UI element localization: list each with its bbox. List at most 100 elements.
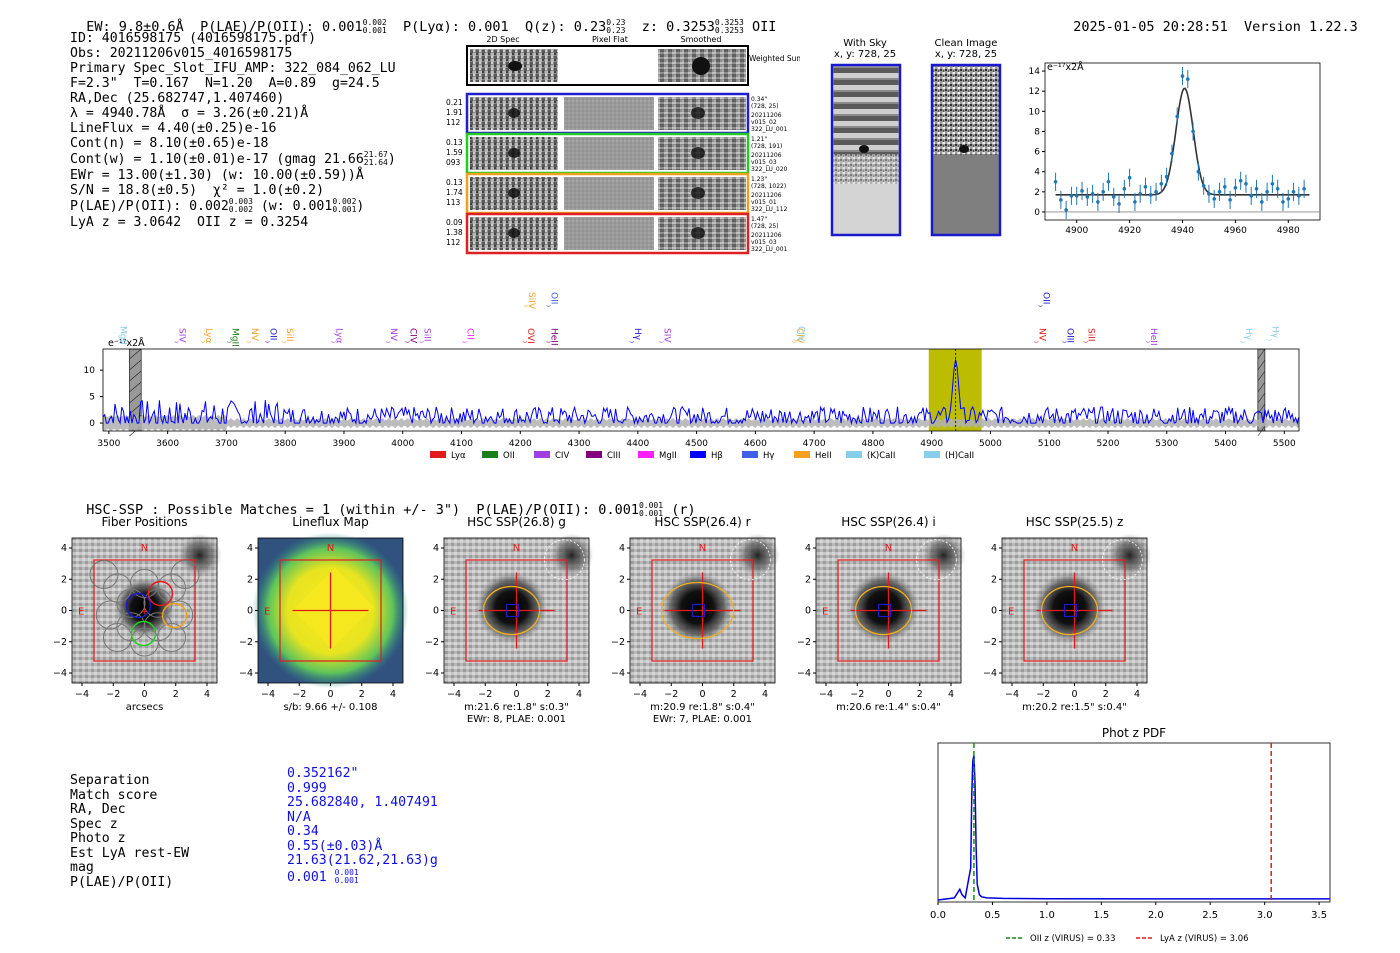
cutout-pixelflat <box>564 97 654 130</box>
hsc-title: HSC-SSP : Possible Matches = 1 (within +… <box>70 487 695 518</box>
imaging-panel: Lineflux Map N E −4 −2 0 2 4 4 2 0 −2 −4 s/b: 9.66 +/… <box>239 515 409 713</box>
spec-cutouts: 2D Spec Pixel Flat Smoothed Weighted Sum… <box>446 35 800 255</box>
cutout-row-stat-2: 1.38 <box>446 228 463 237</box>
spec-line-label: OII <box>268 328 278 340</box>
match-value-text: 21.63(21.62,21.63)g <box>287 853 438 868</box>
match-value: 25.682840, 1.407491 <box>287 795 438 811</box>
spec-line-label: OII <box>1040 292 1050 304</box>
east-label: E <box>822 607 828 618</box>
fit-data-point <box>1244 174 1248 193</box>
fit-ylabel: e⁻¹⁷x2Å <box>1047 61 1084 73</box>
fiber-circle <box>95 600 125 630</box>
panel-caption-2: EWr: 7, PLAE: 0.001 <box>653 714 752 725</box>
pointing-box <box>1063 603 1078 618</box>
fit-ytick-label: 14 <box>1029 67 1041 77</box>
fit-data-point <box>1201 176 1206 195</box>
spec-line-label: MgII <box>118 326 128 345</box>
spec-line-bracket: ⌣ <box>1145 337 1150 346</box>
clean-coords: x, y: 728, 25 <box>934 49 998 60</box>
panel-title: HSC SSP(26.4) r <box>654 515 750 529</box>
panel-ytick-label: −2 <box>425 637 439 648</box>
fit-data-point <box>1154 182 1158 201</box>
panel-title: Fiber Positions <box>101 515 187 529</box>
panel-ytick-label: 0 <box>619 606 625 617</box>
panel-ytick-label: 0 <box>61 606 67 617</box>
cutout-row-fiber: 112 <box>446 118 461 127</box>
panel-ytick-label: −2 <box>239 637 253 648</box>
match-value-text: 0.999 <box>287 780 327 796</box>
cutout-smoothed-source <box>691 227 705 239</box>
spec-line-label: SiII <box>284 328 294 342</box>
spec-legend-swatch <box>924 451 940 458</box>
fit-data-point <box>1059 190 1063 209</box>
panel-xtick-label: −4 <box>633 689 647 700</box>
fit-data-point <box>1254 179 1259 198</box>
spec-legend-swatch <box>586 451 602 458</box>
info-radec: RA,Dec (25.682747,1.407460) <box>70 91 285 106</box>
spec-line-label: OVI <box>525 328 535 344</box>
spec-ytick-label: 5 <box>89 393 95 403</box>
clean-header: Clean Image x, y: 728, 25 <box>920 38 1012 60</box>
spec-line-label: OII <box>548 292 558 304</box>
spec-legend-swatch <box>430 451 446 458</box>
neighbor-ellipse <box>915 539 957 581</box>
cutout-smoothed-source <box>691 187 705 199</box>
panel-ytick-label: −4 <box>425 668 439 679</box>
neighbor-ellipse <box>543 539 585 581</box>
panel-ytick-label: 2 <box>61 574 67 585</box>
fit-data-point <box>1096 192 1100 211</box>
fit-data-point <box>1291 182 1296 201</box>
spec-error-band <box>103 414 1299 432</box>
panel-caption: m:20.9 re:1.8" s:0.4" <box>650 702 755 713</box>
spec-frame <box>102 348 1300 432</box>
match-label: RA, Dec <box>70 802 126 817</box>
col-pixelflat-label: Pixel Flat <box>592 35 628 44</box>
spec-line-bracket: ⌣ <box>405 337 410 346</box>
info-lyaz: LyA z = 3.0642 OII z = 0.3254 <box>70 215 309 230</box>
panel-ytick-label: −4 <box>983 668 997 679</box>
panel-ytick-label: 2 <box>991 574 997 585</box>
panel-xtick-label: −4 <box>261 689 275 700</box>
spec-line-label: SIV <box>176 328 186 343</box>
fit-data-point <box>1207 184 1211 203</box>
cutout-row-shot: v015_01 <box>751 199 777 206</box>
spec-line-bracket: ⌣ <box>227 337 232 346</box>
info-params: F=2.3" T=0.167 N=1.20 A=0.89 g=24.5 <box>70 76 380 91</box>
fit-data-point <box>1265 182 1269 201</box>
neighbor-source <box>549 533 594 578</box>
panel-ytick-label: −4 <box>239 668 253 679</box>
match-plae-lo: 0.001 <box>334 875 359 885</box>
photz-xtick-label: 3.0 <box>1257 910 1273 921</box>
panel-caption: m:20.6 re:1.4" s:0.4" <box>836 702 941 713</box>
spec-line-label: HeII <box>1148 328 1158 346</box>
fit-data-point <box>1085 187 1090 206</box>
spec-line-bracket: ⌣ <box>546 337 551 346</box>
col-2dspec-label: 2D Spec <box>486 35 519 44</box>
neighbor-ellipse <box>1101 539 1143 581</box>
fit-data-point <box>1233 178 1238 197</box>
panel-ytick-label: 2 <box>247 574 253 585</box>
spec-legend-swatch <box>742 451 758 458</box>
panel-xtick-label: 4 <box>1134 689 1140 700</box>
spec-line-label: SiII <box>422 328 432 342</box>
spec-ylabel: e⁻¹⁷x2Å <box>108 337 145 349</box>
spec-legend-label: Hγ <box>763 451 774 461</box>
spec-xtick-label: 5400 <box>1214 439 1237 449</box>
fit-xtick-label: 4900 <box>1065 226 1088 235</box>
match-value: 0.001 0.001 0.001 <box>287 868 438 886</box>
col-smoothed-label: Smoothed <box>681 35 722 44</box>
info-plae-row: P(LAE)/P(OII): 0.002 0.003 0.002 (w: 0.001… <box>70 197 365 215</box>
info-ewr: EWr = 13.00(±1.30) (w: 10.00(±0.59))Å <box>70 168 364 183</box>
clean-image <box>930 63 1002 237</box>
spec-line-label: OIII <box>1065 328 1075 343</box>
galaxy-source <box>661 571 734 644</box>
cutout-row-stat-1: 0.13 <box>446 178 463 187</box>
north-label: N <box>885 543 892 554</box>
photz-xtick-label: 2.0 <box>1148 910 1164 921</box>
fit-ytick-label: 2 <box>1034 188 1040 198</box>
cutout-2dspec-source <box>508 228 520 238</box>
panel-ytick-label: 0 <box>433 606 439 617</box>
spec-legend-label: CIV <box>555 451 569 461</box>
